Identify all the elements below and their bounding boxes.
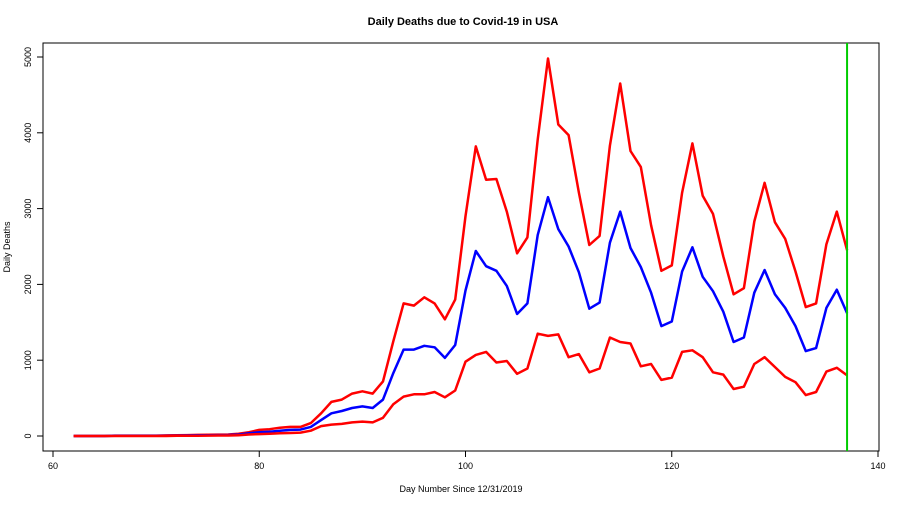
y-tick-label: 5000 bbox=[23, 47, 33, 67]
y-tick-label: 3000 bbox=[23, 199, 33, 219]
x-axis-label: Day Number Since 12/31/2019 bbox=[399, 484, 522, 494]
x-tick-label: 140 bbox=[870, 461, 885, 471]
y-tick-label: 0 bbox=[23, 433, 33, 438]
x-tick-label: 60 bbox=[48, 461, 58, 471]
x-tick-label: 120 bbox=[664, 461, 679, 471]
x-axis: 60 80 100 120 140 bbox=[48, 450, 886, 471]
series-layer bbox=[73, 57, 849, 438]
y-axis: 0 1000 2000 3000 4000 5000 bbox=[23, 47, 44, 439]
chart-title: Daily Deaths due to Covid-19 in USA bbox=[368, 16, 559, 28]
x-tick-label: 80 bbox=[254, 461, 264, 471]
y-tick-label: 4000 bbox=[23, 123, 33, 143]
y-tick-label: 1000 bbox=[23, 350, 33, 370]
y-axis-label: Daily Deaths bbox=[2, 221, 12, 273]
x-tick-label: 100 bbox=[458, 461, 473, 471]
series-line-2 bbox=[73, 332, 848, 438]
y-tick-label: 2000 bbox=[23, 274, 33, 294]
series-line-1 bbox=[73, 195, 849, 438]
